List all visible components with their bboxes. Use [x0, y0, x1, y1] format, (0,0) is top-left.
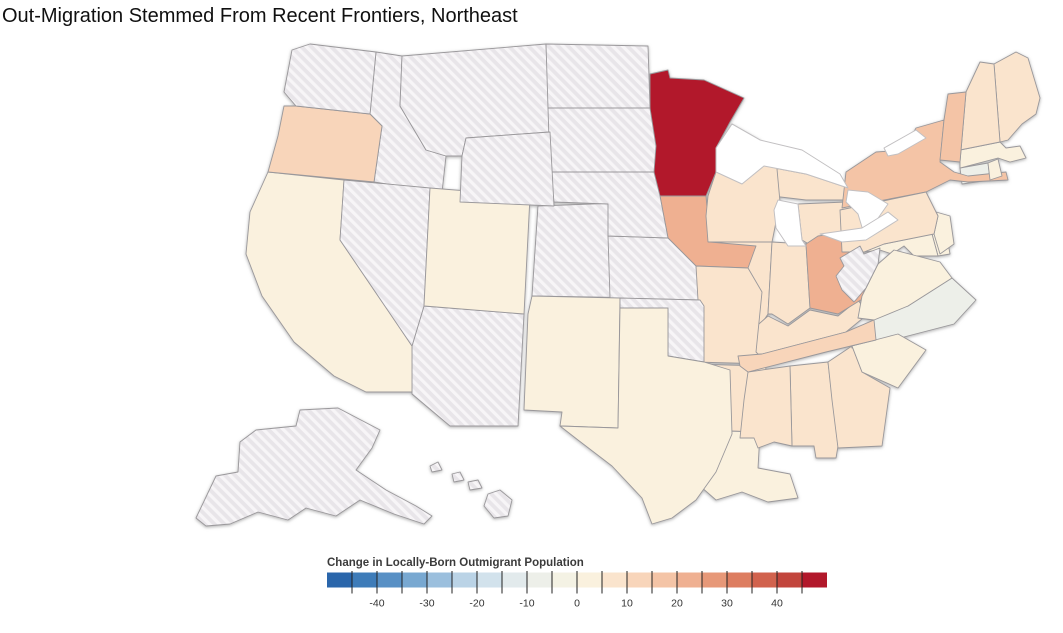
legend-colorbar-segment [402, 572, 427, 588]
state-wv[interactable]: West Virginia [835, 245, 881, 303]
state-ri[interactable]: Rhode Island: 2 [987, 158, 1003, 181]
legend-title: Change in Locally-Born Outmigrant Popula… [327, 557, 584, 569]
lake-superior [715, 123, 849, 189]
state-tx[interactable]: Texas: 4 [559, 307, 733, 525]
legend-colorbar-segment [377, 572, 402, 588]
legend-tick-label: 30 [721, 598, 733, 610]
legend-tick-label: 20 [671, 598, 683, 610]
state-wa[interactable]: Washington [283, 43, 377, 115]
legend-tick-label: 40 [771, 598, 783, 610]
state-hi[interactable]: Hawaii [451, 471, 465, 483]
state-ne[interactable]: Nebraska [549, 171, 669, 239]
state-sc[interactable]: South Carolina: 3 [851, 333, 927, 389]
legend-colorbar-segment [327, 572, 352, 588]
state-nv[interactable]: Nevada [339, 179, 431, 347]
legend-colorbar-segment [527, 572, 552, 588]
legend-colorbar-segment [727, 572, 752, 588]
legend-colorbar-segment [802, 572, 827, 588]
legend-tick-label: -20 [469, 598, 484, 610]
legend-tick-label: -10 [519, 598, 534, 610]
state-az[interactable]: Arizona [411, 305, 525, 427]
legend-colorbar-segment [702, 572, 727, 588]
lake-erie [819, 211, 899, 243]
state-ma[interactable]: Massachusetts: 2 [959, 141, 1027, 169]
lake-ontario [883, 129, 927, 157]
legend-colorbar-segment [752, 572, 777, 588]
legend-colorbar-segment [452, 572, 477, 588]
state-wy[interactable]: Wyoming [459, 131, 555, 207]
state-nd[interactable]: North Dakota [545, 43, 651, 109]
lake-michigan [773, 199, 807, 247]
legend-colorbar-segment [502, 572, 527, 588]
state-hi[interactable]: Hawaii [467, 479, 483, 491]
legend-colorbar-segment [552, 572, 577, 588]
state-or[interactable]: Oregon: 13 [267, 105, 383, 183]
state-sd[interactable]: South Dakota [547, 107, 657, 173]
legend-colorbar-segment [652, 572, 677, 588]
state-ms[interactable]: Mississippi: 9 [739, 365, 793, 449]
state-me[interactable]: Maine: 7 [993, 51, 1041, 143]
legend-colorbar-segment [627, 572, 652, 588]
state-ak[interactable]: Alaska [195, 407, 433, 527]
legend-colorbar-segment [777, 572, 802, 588]
state-ut[interactable]: Utah: 3 [423, 187, 531, 315]
legend-colorbar-segment [477, 572, 502, 588]
state-va[interactable]: Virginia: 1 [857, 249, 953, 321]
legend-colorbar-segment [577, 572, 602, 588]
legend-colorbar-segment [427, 572, 452, 588]
legend-colorbar-segment [352, 572, 377, 588]
state-vt[interactable]: Vermont: 16 [939, 91, 967, 163]
legend-tick-label: -30 [419, 598, 434, 610]
legend-tick-label: 10 [621, 598, 633, 610]
state-hi[interactable]: Hawaii [483, 489, 513, 519]
state-tn[interactable]: Tennessee: 14 [737, 319, 877, 373]
state-hi[interactable]: Hawaii [429, 461, 443, 473]
legend-tick-label: 0 [574, 598, 580, 610]
legend-tick-label: -40 [369, 598, 384, 610]
state-nm[interactable]: New Mexico: 3 [523, 295, 621, 429]
legend-colorbar-segment [677, 572, 702, 588]
legend-colorbar-segment [602, 572, 627, 588]
chart-title: Out-Migration Stemmed From Recent Fronti… [2, 5, 518, 27]
state-in[interactable]: Indiana: 8 [767, 241, 811, 325]
